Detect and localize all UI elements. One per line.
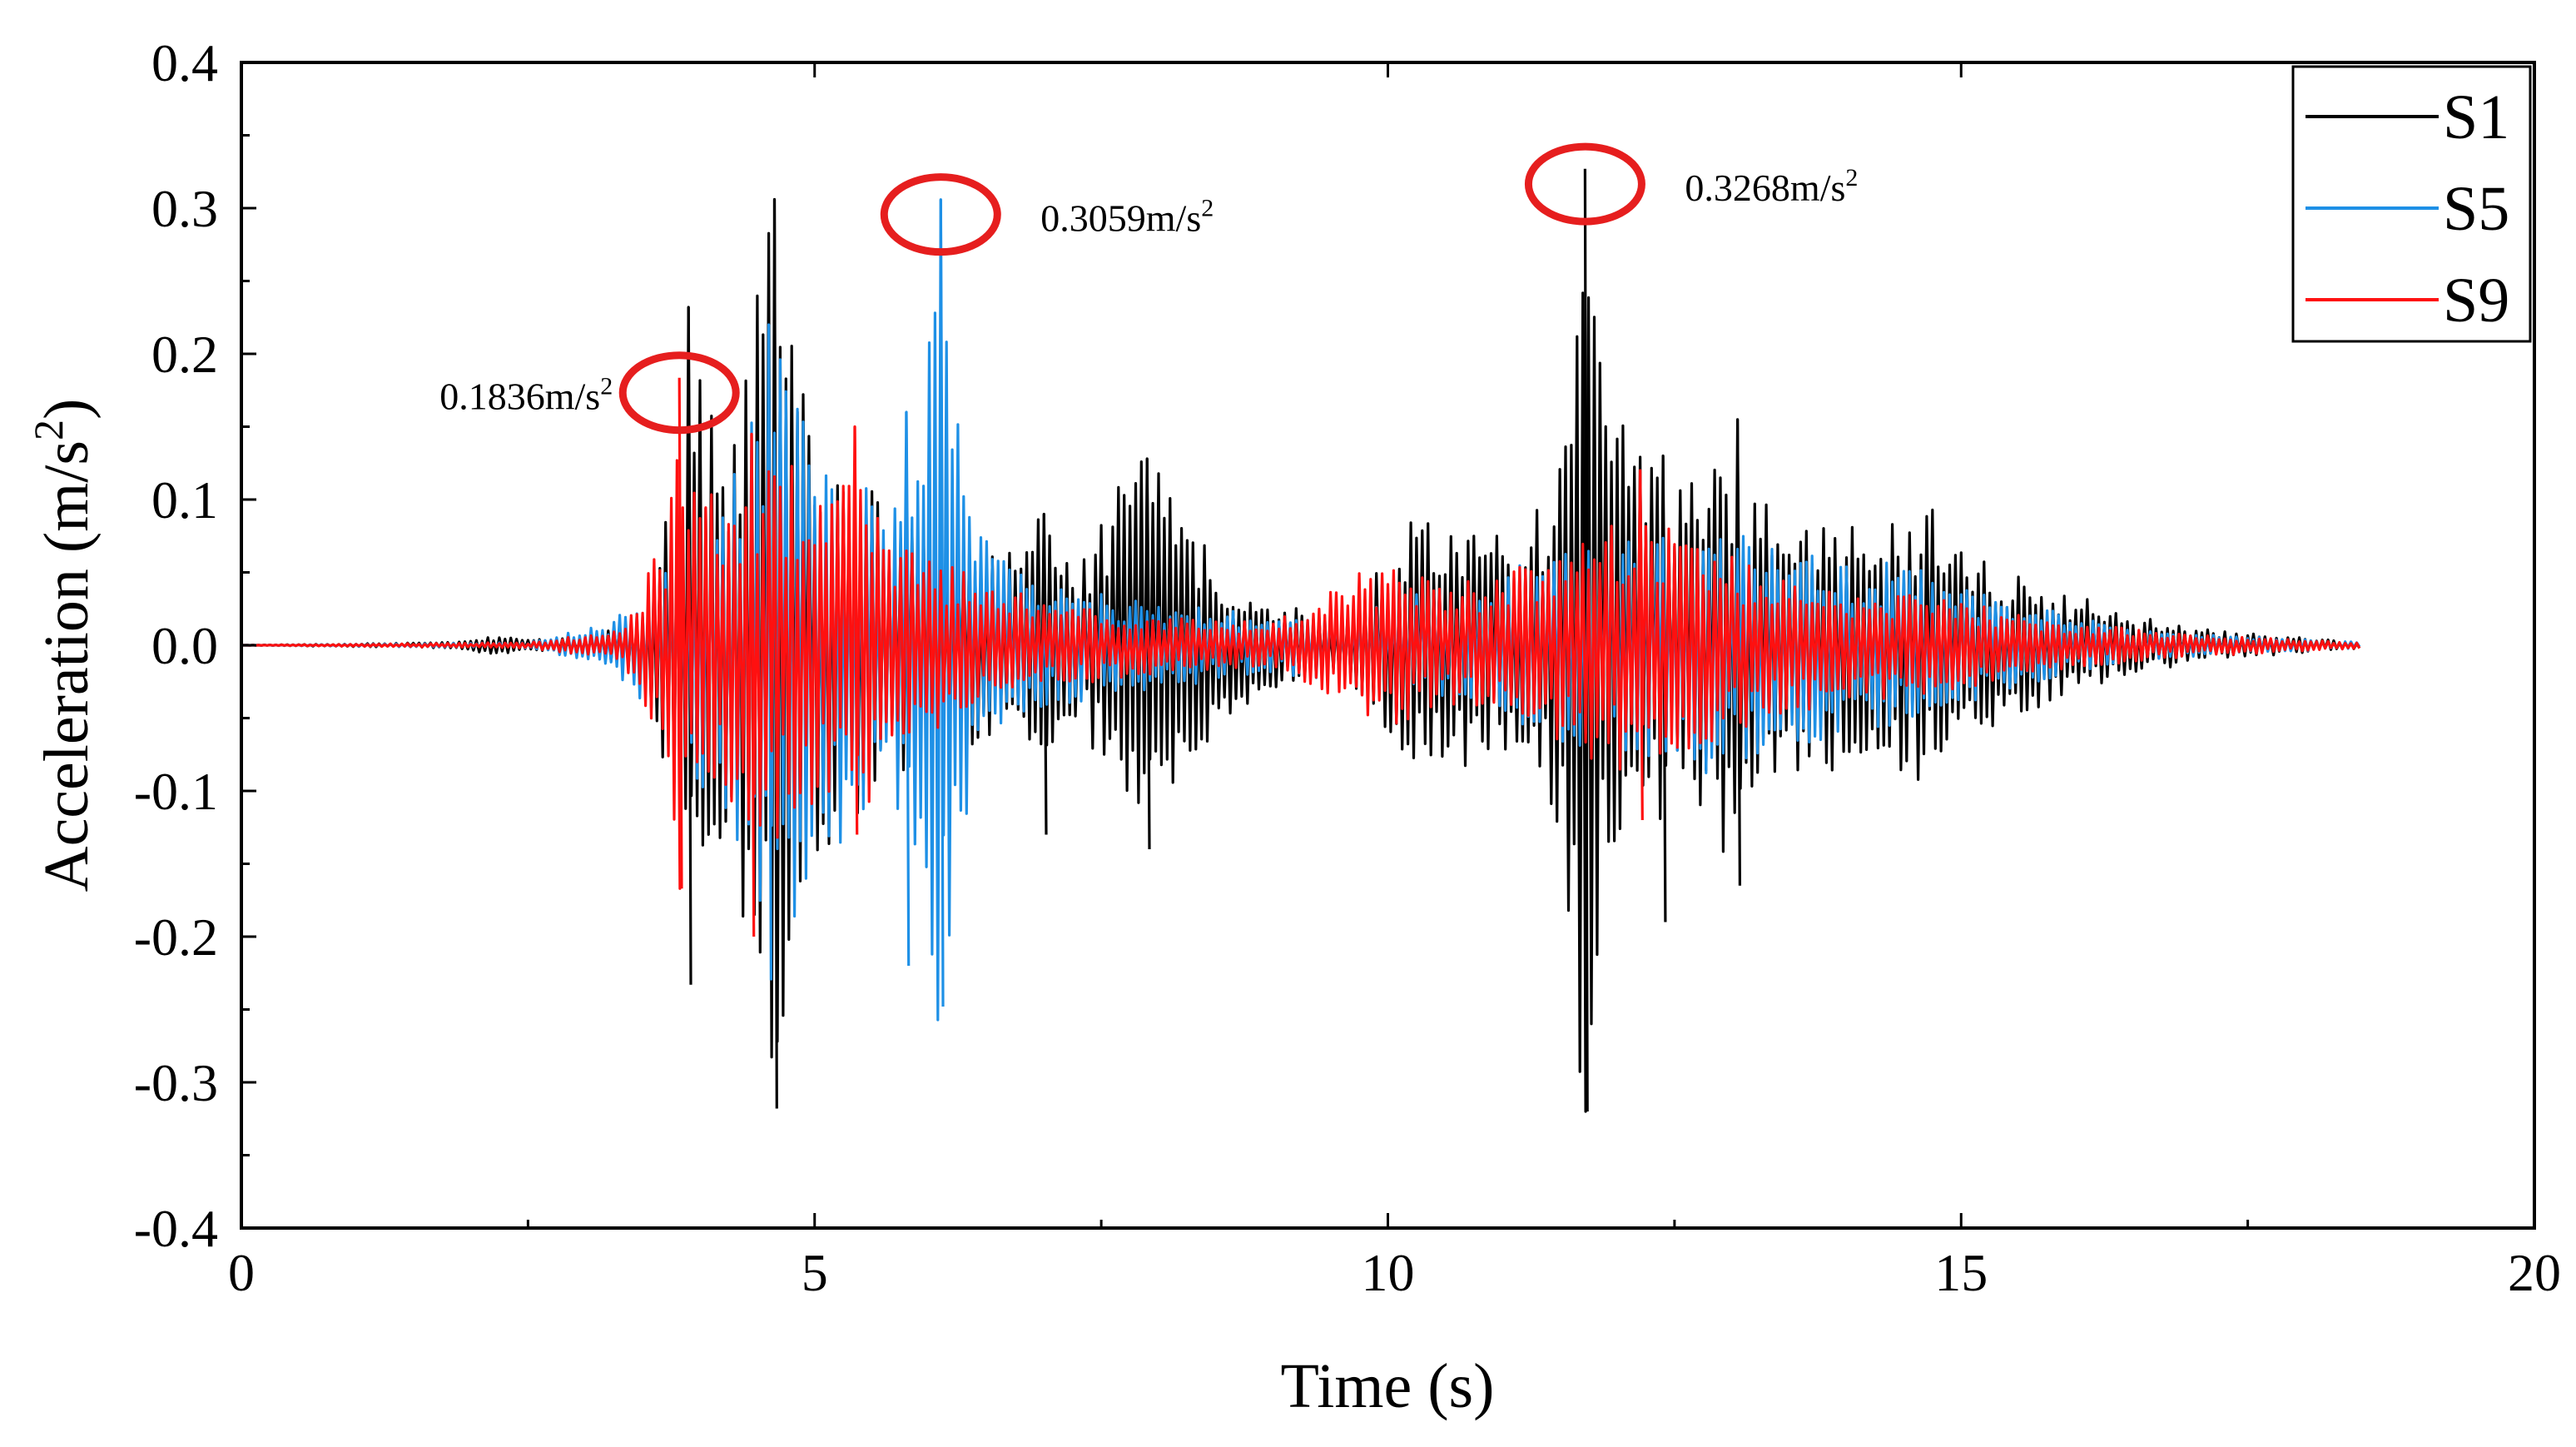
annotation-layer: 0.1836m/s2 0.3059m/s2 0.3268m/s2 bbox=[439, 142, 1858, 435]
x-tick-label: 5 bbox=[802, 1243, 828, 1302]
ticks-layer: 0 5 10 15 20 -0.4 -0.3 -0.2 -0.1 0.0 0.1 0.2 0.3 0.4 bbox=[134, 33, 2561, 1302]
x-tick-label: 15 bbox=[1934, 1243, 1988, 1302]
peak-annotation-label: 0.3059m/s2 bbox=[1040, 195, 1214, 240]
x-axis-title: Time (s) bbox=[1281, 1351, 1495, 1421]
legend-label-s5: S5 bbox=[2443, 174, 2509, 244]
legend-box bbox=[2291, 65, 2532, 343]
y-tick-label: -0.2 bbox=[134, 907, 218, 967]
y-tick-label: -0.4 bbox=[134, 1199, 218, 1258]
x-tick-label: 0 bbox=[228, 1243, 255, 1302]
y-tick-label: 0.0 bbox=[151, 616, 218, 675]
y-tick-label: -0.3 bbox=[134, 1053, 218, 1112]
series-line-s9 bbox=[241, 425, 2361, 890]
y-axis-title-close: ) bbox=[32, 399, 102, 420]
y-tick-label: -0.1 bbox=[134, 762, 218, 821]
peak-annotation-circle bbox=[1524, 142, 1645, 226]
series-layer bbox=[241, 168, 2361, 1113]
x-tick-label: 20 bbox=[2508, 1243, 2561, 1302]
peak-annotation-circle bbox=[618, 351, 740, 435]
x-tick-label: 10 bbox=[1362, 1243, 1415, 1302]
peak-annotation-circle bbox=[880, 173, 1001, 256]
y-axis-title-sup: 2 bbox=[25, 420, 72, 440]
y-tick-label: 0.3 bbox=[151, 179, 218, 238]
series-peaks-s9 bbox=[678, 377, 1644, 937]
y-tick-label: 0.4 bbox=[151, 33, 218, 92]
legend-label-s9: S9 bbox=[2443, 266, 2509, 336]
legend: S1 S5 S9 bbox=[2291, 65, 2532, 343]
y-tick-label: 0.1 bbox=[151, 470, 218, 530]
y-axis-title: Acceleration (m/s2) bbox=[25, 399, 102, 893]
y-axis-title-main: Acceleration (m/s bbox=[32, 440, 102, 892]
y-tick-label: 0.2 bbox=[151, 325, 218, 384]
peak-annotation-label: 0.3268m/s2 bbox=[1685, 164, 1858, 209]
legend-label-s1: S1 bbox=[2443, 82, 2509, 152]
peak-annotation-label: 0.1836m/s2 bbox=[439, 373, 613, 418]
